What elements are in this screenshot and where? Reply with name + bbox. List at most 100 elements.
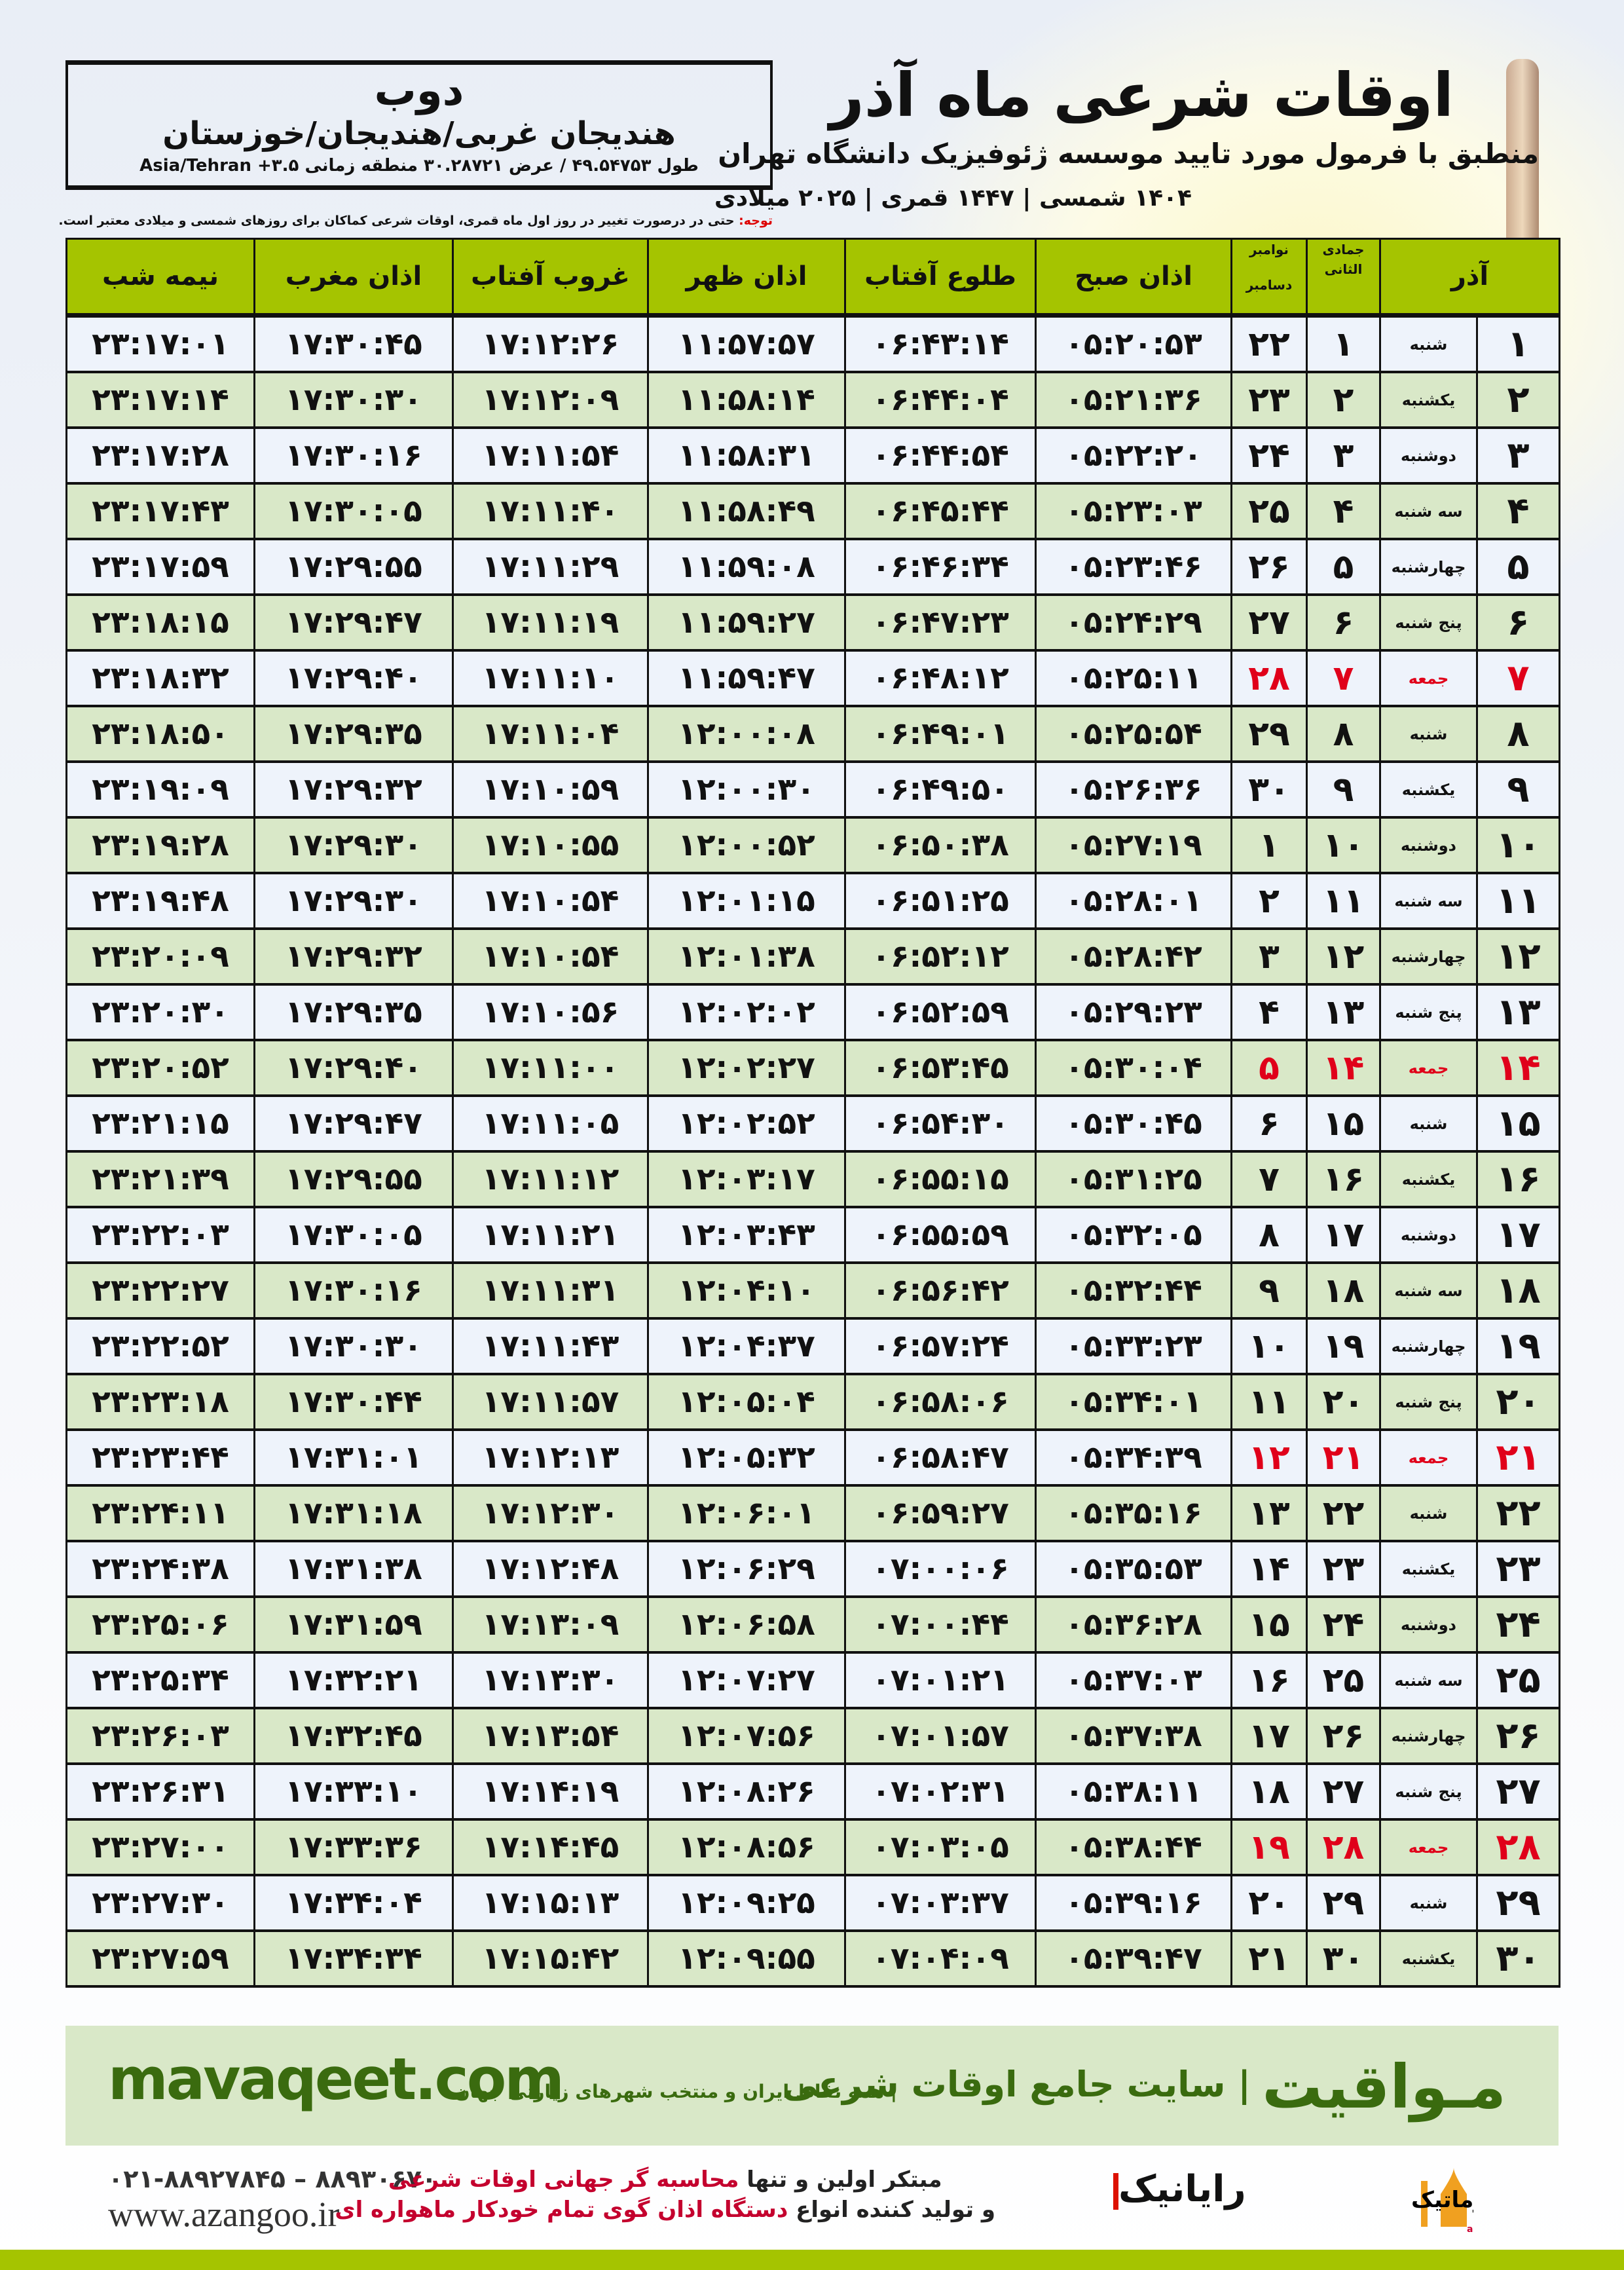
day-number: ۲۹ bbox=[1476, 1874, 1561, 1932]
fajr-time: ۰۵:۳۳:۲۳ bbox=[1035, 1317, 1232, 1375]
maghrib-time: ۱۷:۳۴:۳۴ bbox=[253, 1929, 454, 1988]
dhuhr-time: ۱۱:۵۹:۲۷ bbox=[647, 593, 846, 652]
midnight-time: ۲۳:۲۷:۵۹ bbox=[65, 1929, 255, 1988]
weekday: سه شنبه bbox=[1378, 872, 1479, 930]
sunrise-time: ۰۶:۴۶:۳۴ bbox=[844, 538, 1037, 596]
table-row: ۱۱ سه شنبه ۱۱ ۲ ۰۵:۲۸:۰۱ ۰۶:۵۱:۲۵ ۱۲:۰۱:۱۵ ۱۷:۱… bbox=[65, 872, 1561, 930]
midnight-time: ۲۳:۲۶:۰۳ bbox=[65, 1707, 255, 1765]
midnight-time: ۲۳:۲۵:۳۴ bbox=[65, 1651, 255, 1709]
promo-text: مبتکر اولین و تنها محاسبه گر جهانی اوقات… bbox=[335, 2165, 995, 2225]
table-row: ۸ شنبه ۸ ۲۹ ۰۵:۲۵:۵۴ ۰۶:۴۹:۰۱ ۱۲:۰۰:۰۸ ۱۷:۱۱:۰۴… bbox=[65, 705, 1561, 763]
gregorian-date: ۱۶ bbox=[1230, 1651, 1308, 1709]
weekday: سه شنبه bbox=[1378, 1651, 1479, 1709]
dhuhr-time: ۱۲:۰۱:۱۵ bbox=[647, 872, 846, 930]
midnight-time: ۲۳:۱۹:۰۹ bbox=[65, 760, 255, 819]
sunset-time: ۱۷:۱۳:۰۹ bbox=[452, 1595, 649, 1654]
day-number: ۶ bbox=[1476, 593, 1561, 652]
location-box: دوب هندیجان غربی/هندیجان/خوزستان طول ۴۹.… bbox=[65, 60, 773, 190]
hijri-date: ۱۷ bbox=[1306, 1206, 1381, 1264]
table-row: ۷ جمعه ۷ ۲۸ ۰۵:۲۵:۱۱ ۰۶:۴۸:۱۲ ۱۱:۵۹:۴۷ ۱۷:۱۱:۱۰… bbox=[65, 649, 1561, 707]
gregorian-date: ۱۸ bbox=[1230, 1762, 1308, 1821]
table-row: ۴ سه شنبه ۴ ۲۵ ۰۵:۲۳:۰۳ ۰۶:۴۵:۴۴ ۱۱:۵۸:۴۹ ۱۷:۱۱… bbox=[65, 482, 1561, 540]
midnight-time: ۲۳:۲۵:۰۶ bbox=[65, 1595, 255, 1654]
page-title: اوقات شرعی ماه آذر bbox=[829, 60, 1454, 130]
sunrise-time: ۰۷:۰۰:۰۶ bbox=[844, 1540, 1037, 1598]
sunset-time: ۱۷:۱۰:۵۶ bbox=[452, 983, 649, 1041]
day-number: ۱۳ bbox=[1476, 983, 1561, 1041]
rayanik-logo: رایانیک bbox=[1113, 2168, 1246, 2210]
gregorian-date: ۱۳ bbox=[1230, 1484, 1308, 1542]
midnight-time: ۲۳:۱۹:۲۸ bbox=[65, 816, 255, 874]
gregorian-date: ۵ bbox=[1230, 1039, 1308, 1097]
gregorian-date: ۳ bbox=[1230, 927, 1308, 986]
fajr-time: ۰۵:۳۶:۲۸ bbox=[1035, 1595, 1232, 1654]
table-row: ۲۰ پنج شنبه ۲۰ ۱۱ ۰۵:۳۴:۰۱ ۰۶:۵۸:۰۶ ۱۲:۰۵:۰۴ ۱۷… bbox=[65, 1373, 1561, 1431]
weekday: سه شنبه bbox=[1378, 1261, 1479, 1320]
table-row: ۲۷ پنج شنبه ۲۷ ۱۸ ۰۵:۳۸:۱۱ ۰۷:۰۲:۳۱ ۱۲:۰۸:۲۶ ۱۷… bbox=[65, 1762, 1561, 1821]
midnight-time: ۲۳:۲۲:۵۲ bbox=[65, 1317, 255, 1375]
dhuhr-time: ۱۲:۰۸:۲۶ bbox=[647, 1762, 846, 1821]
dhuhr-time: ۱۲:۰۵:۰۴ bbox=[647, 1373, 846, 1431]
fajr-time: ۰۵:۲۳:۴۶ bbox=[1035, 538, 1232, 596]
fajr-time: ۰۵:۲۲:۲۰ bbox=[1035, 426, 1232, 485]
day-number: ۲۳ bbox=[1476, 1540, 1561, 1598]
sunset-time: ۱۷:۱۲:۱۳ bbox=[452, 1428, 649, 1487]
sunset-time: ۱۷:۱۱:۴۳ bbox=[452, 1317, 649, 1375]
midnight-time: ۲۳:۲۷:۰۰ bbox=[65, 1818, 255, 1876]
midnight-time: ۲۳:۲۴:۱۱ bbox=[65, 1484, 255, 1542]
maghrib-time: ۱۷:۳۱:۳۸ bbox=[253, 1540, 454, 1598]
maghrib-time: ۱۷:۳۳:۱۰ bbox=[253, 1762, 454, 1821]
table-row: ۱۵ شنبه ۱۵ ۶ ۰۵:۳۰:۴۵ ۰۶:۵۴:۳۰ ۱۲:۰۲:۵۲ ۱۷:۱۱:۰… bbox=[65, 1094, 1561, 1153]
maghrib-time: ۱۷:۳۰:۳۰ bbox=[253, 1317, 454, 1375]
website-link[interactable]: www.azangoo.ir bbox=[108, 2195, 340, 2234]
col-header-maghrib: اذان مغرب bbox=[253, 238, 454, 318]
fajr-time: ۰۵:۲۹:۲۳ bbox=[1035, 983, 1232, 1041]
hijri-date: ۳ bbox=[1306, 426, 1381, 485]
hijri-date: ۱۳ bbox=[1306, 983, 1381, 1041]
sunrise-time: ۰۶:۵۵:۵۹ bbox=[844, 1206, 1037, 1264]
weekday: چهارشنبه bbox=[1378, 927, 1479, 986]
sunrise-time: ۰۷:۰۴:۰۹ bbox=[844, 1929, 1037, 1988]
day-number: ۱۲ bbox=[1476, 927, 1561, 986]
hijri-date: ۶ bbox=[1306, 593, 1381, 652]
brand-url-link[interactable]: mavaqeet.com bbox=[108, 2045, 564, 2113]
day-number: ۱۹ bbox=[1476, 1317, 1561, 1375]
dhuhr-time: ۱۲:۰۲:۲۷ bbox=[647, 1039, 846, 1097]
fajr-time: ۰۵:۳۷:۳۸ bbox=[1035, 1707, 1232, 1765]
brand-tagline: | سایت جامع اوقات شرعی bbox=[782, 2064, 1251, 2105]
midnight-time: ۲۳:۲۱:۳۹ bbox=[65, 1150, 255, 1208]
table-row: ۲۸ جمعه ۲۸ ۱۹ ۰۵:۳۸:۴۴ ۰۷:۰۳:۰۵ ۱۲:۰۸:۵۶ ۱۷:۱۴:… bbox=[65, 1818, 1561, 1876]
hijri-date: ۱۱ bbox=[1306, 872, 1381, 930]
maghrib-time: ۱۷:۲۹:۴۰ bbox=[253, 1039, 454, 1097]
col-header-month: آذر bbox=[1378, 238, 1561, 318]
sunset-time: ۱۷:۱۱:۲۹ bbox=[452, 538, 649, 596]
fajr-time: ۰۵:۳۷:۰۳ bbox=[1035, 1651, 1232, 1709]
weekday: یکشنبه bbox=[1378, 1540, 1479, 1598]
phone-numbers: ۰۲۱-۸۸۹۲۷۸۴۵ – ۸۸۹۳۰۶۷۰ bbox=[108, 2165, 437, 2193]
region-path: هندیجان غربی/هندیجان/خوزستان bbox=[162, 115, 676, 152]
dhuhr-time: ۱۱:۵۸:۳۱ bbox=[647, 426, 846, 485]
sunset-time: ۱۷:۱۱:۰۰ bbox=[452, 1039, 649, 1097]
gregorian-date: ۶ bbox=[1230, 1094, 1308, 1153]
sunrise-time: ۰۶:۴۵:۴۴ bbox=[844, 482, 1037, 540]
hijri-date: ۱۵ bbox=[1306, 1094, 1381, 1153]
table-row: ۲۱ جمعه ۲۱ ۱۲ ۰۵:۳۴:۳۹ ۰۶:۵۸:۴۷ ۱۲:۰۵:۳۲ ۱۷:۱۲:… bbox=[65, 1428, 1561, 1487]
table-header-row: آذر جمادی الثانی نوامبر دسامبر اذان صبح ط… bbox=[65, 238, 1561, 318]
maghrib-time: ۱۷:۲۹:۳۵ bbox=[253, 983, 454, 1041]
hijri-date: ۲۸ bbox=[1306, 1818, 1381, 1876]
mavaqeet-banner: مـواقیت | سایت جامع اوقات شرعی | همه نقا… bbox=[65, 2026, 1559, 2146]
sunset-time: ۱۷:۱۳:۵۴ bbox=[452, 1707, 649, 1765]
midnight-time: ۲۳:۲۰:۵۲ bbox=[65, 1039, 255, 1097]
promo-line1-b: محاسبه گر جهانی اوقات شرعی bbox=[388, 2167, 739, 2193]
sunset-time: ۱۷:۱۵:۴۲ bbox=[452, 1929, 649, 1988]
weekday: جمعه bbox=[1378, 649, 1479, 707]
promo-line2-b: دستگاه اذان گوی تمام خودکار ماهواره ای bbox=[335, 2197, 788, 2223]
table-row: ۲۵ سه شنبه ۲۵ ۱۶ ۰۵:۳۷:۰۳ ۰۷:۰۱:۲۱ ۱۲:۰۷:۲۷ ۱۷:… bbox=[65, 1651, 1561, 1709]
gregorian-date: ۷ bbox=[1230, 1150, 1308, 1208]
day-number: ۲۱ bbox=[1476, 1428, 1561, 1487]
fajr-time: ۰۵:۲۸:۴۲ bbox=[1035, 927, 1232, 986]
weekday: دوشنبه bbox=[1378, 816, 1479, 874]
gregorian-date: ۲۱ bbox=[1230, 1929, 1308, 1988]
svg-text:azangoo: azangoo bbox=[1467, 2224, 1473, 2233]
weekday: دوشنبه bbox=[1378, 1206, 1479, 1264]
